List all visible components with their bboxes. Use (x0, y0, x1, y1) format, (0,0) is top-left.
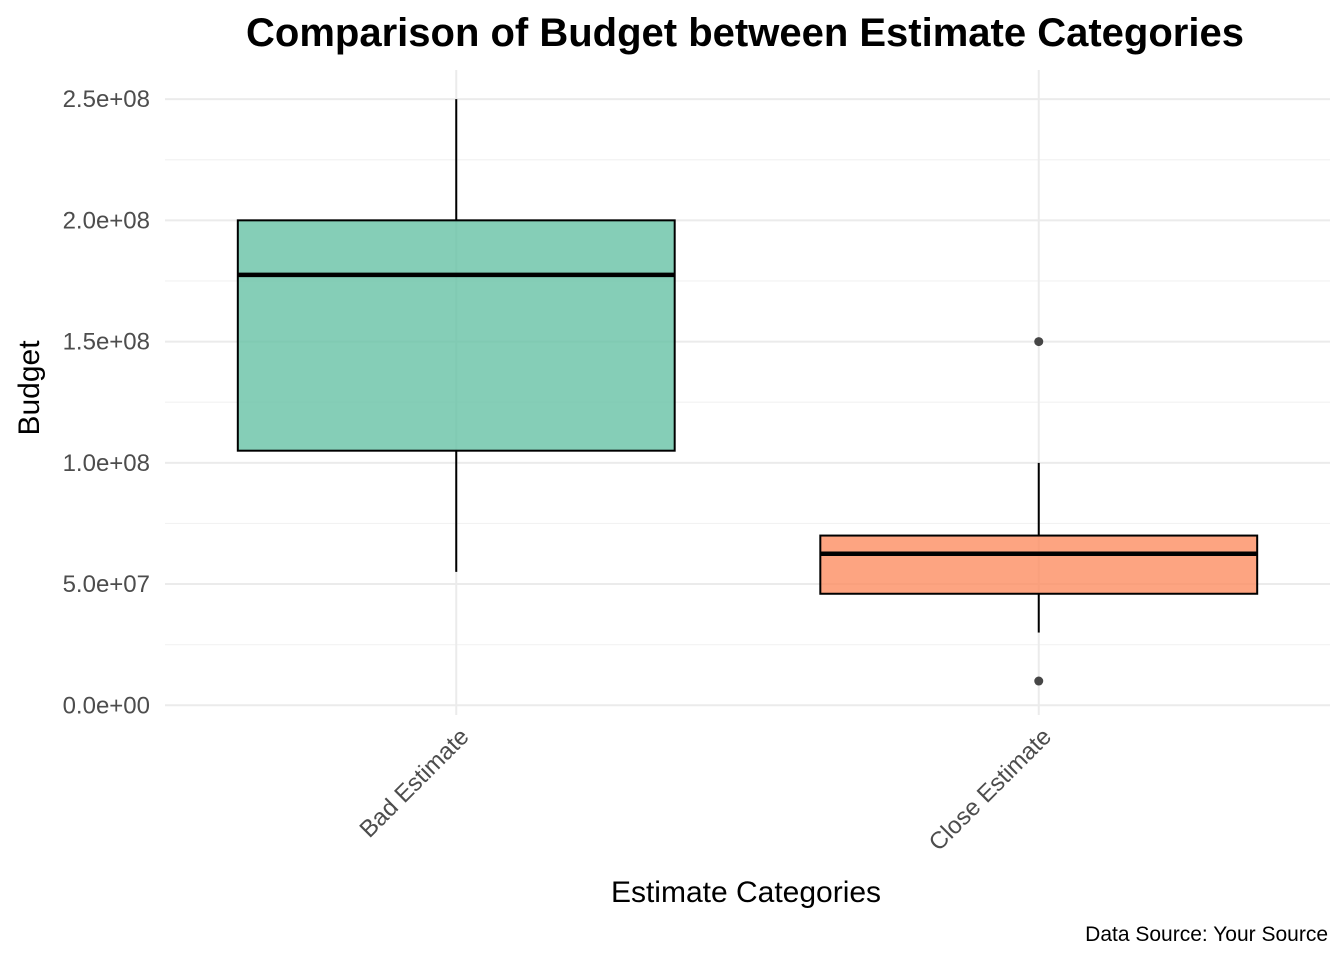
chart-title: Comparison of Budget between Estimate Ca… (246, 11, 1244, 55)
y-axis-title: Budget (13, 340, 46, 436)
box-iqr (819, 534, 1259, 595)
outlier-point (1034, 337, 1044, 347)
box-iqr (236, 219, 676, 452)
y-tick-label: 2.0e+08 (63, 207, 150, 234)
box-plots (236, 99, 1259, 686)
y-tick-label: 1.0e+08 (63, 450, 150, 477)
x-axis-tick-labels: Bad Estimate Close Estimate (354, 723, 1057, 856)
outlier-point (1034, 676, 1044, 686)
y-axis-tick-labels: 0.0e+00 5.0e+07 1.0e+08 1.5e+08 2.0e+08 2.5e+… (63, 86, 150, 719)
y-tick-label: 1.5e+08 (63, 329, 150, 356)
x-axis-title: Estimate Categories (611, 876, 881, 909)
y-tick-label: 2.5e+08 (63, 86, 150, 113)
y-tick-label: 5.0e+07 (63, 571, 150, 598)
x-tick-label: Close Estimate (924, 723, 1057, 856)
box-bad-estimate (236, 99, 676, 572)
y-tick-label: 0.0e+00 (63, 692, 150, 719)
box-close-estimate (819, 337, 1259, 686)
x-tick-label: Bad Estimate (354, 723, 474, 843)
caption: Data Source: Your Source (1085, 923, 1328, 946)
